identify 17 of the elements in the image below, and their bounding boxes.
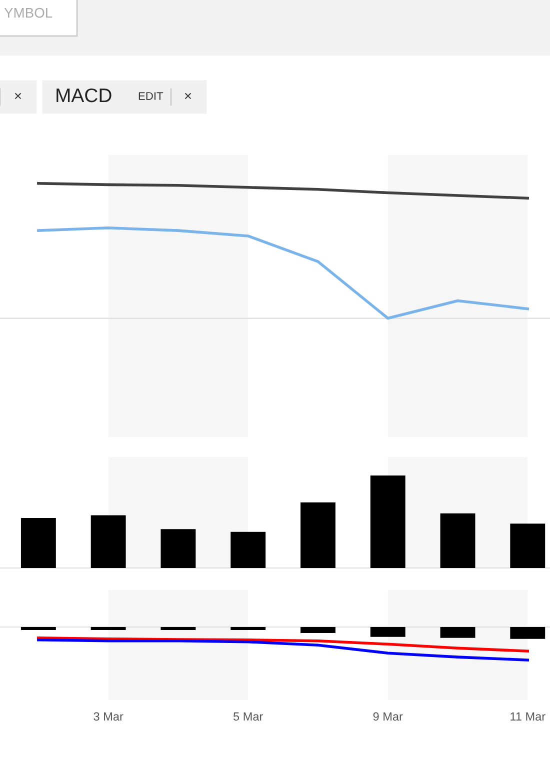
bar [230,532,266,568]
x-tick-label: 5 Mar [233,712,263,721]
bar [440,513,476,568]
bar [90,515,126,568]
bar [510,524,546,568]
text: EDIT [138,92,164,100]
bar [300,502,336,568]
text: YMBOL [4,8,52,18]
x-tick-label: 9 Mar [373,712,403,721]
text: × [14,92,22,100]
bar [160,529,196,568]
x-tick-label: 3 Mar [94,712,124,721]
text: MACD [56,88,112,102]
bar [20,518,56,568]
x-tick-label: 11 Mar [510,712,546,721]
text: × [184,92,192,100]
bar [370,476,406,568]
